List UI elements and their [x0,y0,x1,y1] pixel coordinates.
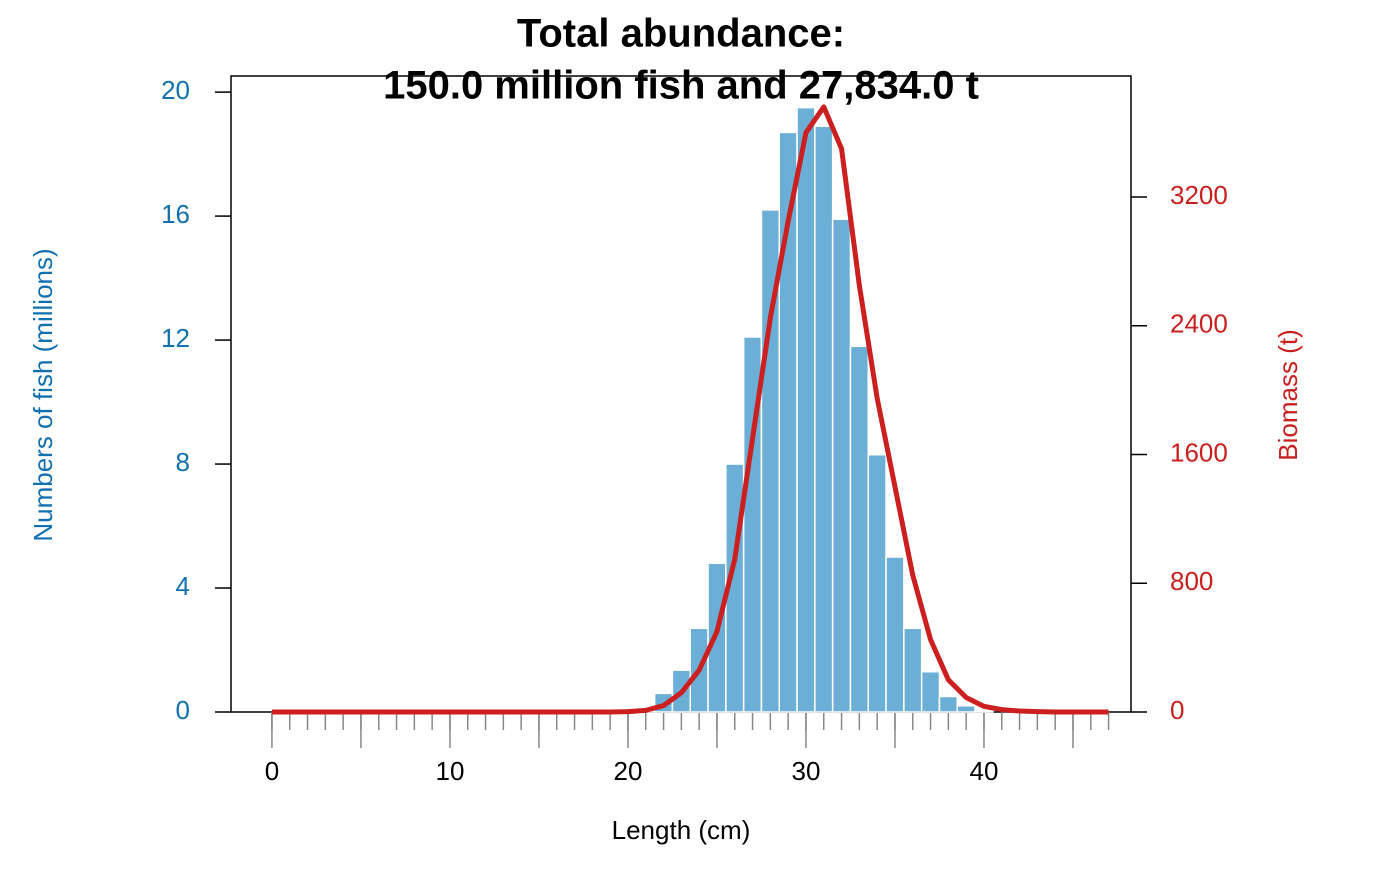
y2-tick-label: 1600 [1170,437,1228,467]
y2-tick-label: 2400 [1170,309,1228,339]
bar [974,709,994,713]
bar [938,695,959,713]
y2-tick-label: 3200 [1170,180,1228,210]
y-tick-label: 12 [161,323,190,353]
y-tick-label: 8 [176,447,190,477]
x-tick-label: 10 [435,756,464,786]
y-tick-label: 4 [176,571,190,601]
y2-tick-label: 0 [1170,695,1184,725]
bar [956,705,976,713]
bar [707,562,727,713]
y-tick-label: 20 [161,75,190,105]
bar [885,556,905,713]
bar [814,125,834,713]
bar [849,345,870,713]
bar [903,627,923,713]
x-tick-label: 20 [613,756,642,786]
y-tick-label: 0 [176,695,190,725]
x-tick-label: 40 [970,756,999,786]
bar [920,670,941,713]
x-tick-label: 0 [265,756,279,786]
biomass-line [271,104,1109,715]
bar [796,106,816,713]
chart-title: Total abundance: [517,12,845,56]
y-tick-label: 16 [161,199,190,229]
x-axis-label: Length (cm) [612,815,751,845]
plot-frame [230,75,1132,713]
x-tick-label: 30 [791,756,820,786]
y2-tick-label: 800 [1170,566,1213,596]
chart-title: 150.0 million fish and 27,834.0 t [383,64,979,108]
bar [831,218,852,713]
bar [867,453,887,713]
y2-axis-label: Biomass (t) [1273,329,1303,460]
y-axis-label: Numbers of fish (millions) [28,248,58,541]
